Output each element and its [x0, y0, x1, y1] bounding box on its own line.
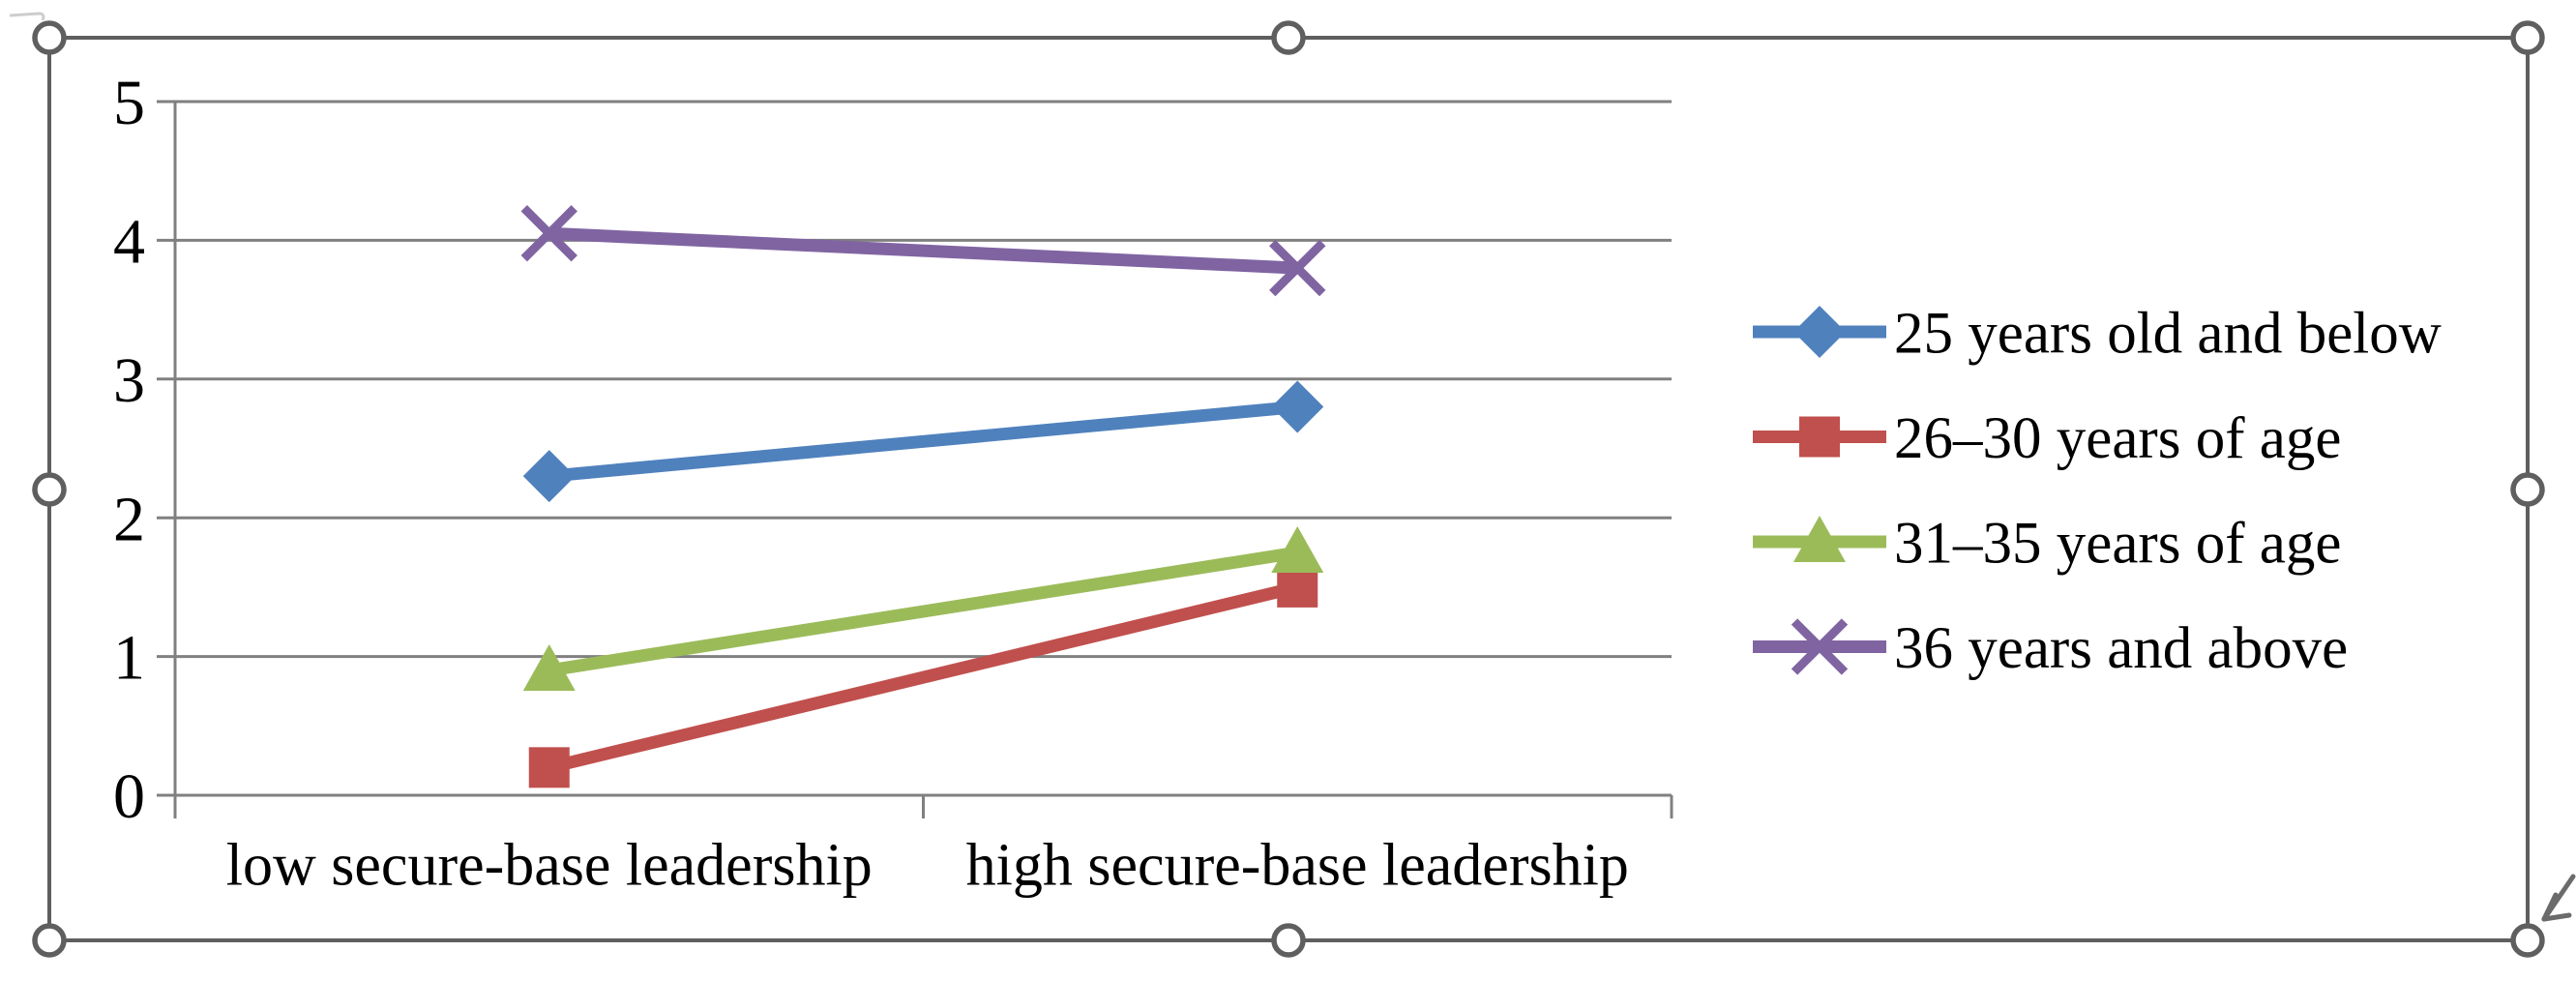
y-tick-label-5: 5	[113, 68, 145, 138]
legend-1-square-marker[interactable]	[1799, 416, 1840, 458]
legend-label-2[interactable]: 31–35 years of age	[1894, 511, 2341, 576]
series-1-square-marker[interactable]	[528, 747, 570, 788]
series-2-triangle-marker[interactable]	[522, 643, 576, 691]
series-3-x-marker[interactable]	[520, 205, 577, 262]
series-line-1[interactable]	[548, 580, 1299, 774]
y-tick-label-2: 2	[113, 484, 145, 554]
selection-handle-top-left[interactable]	[32, 20, 67, 55]
series-3-x-marker[interactable]	[1269, 239, 1326, 297]
selection-handle-middle-right[interactable]	[2510, 472, 2545, 507]
screen-artifact	[9, 12, 45, 21]
category-label-0: low secure-base leadership	[226, 833, 873, 899]
y-tick-label-1: 1	[113, 623, 145, 694]
legend-label-0[interactable]: 25 years old and below	[1894, 301, 2442, 366]
selection-handle-middle-left[interactable]	[32, 472, 67, 507]
series-line-0[interactable]	[548, 401, 1298, 483]
series-0-diamond-marker[interactable]	[522, 450, 576, 503]
category-label-1: high secure-base leadership	[966, 833, 1629, 899]
legend-0-diamond-marker[interactable]	[1793, 306, 1846, 358]
y-tick-label-3: 3	[113, 345, 145, 416]
y-tick-label-4: 4	[113, 207, 145, 278]
selection-handle-bottom-right[interactable]	[2510, 923, 2545, 958]
series-line-2[interactable]	[548, 546, 1299, 677]
selection-handle-bottom-center[interactable]	[1271, 923, 1306, 958]
selection-handle-top-right[interactable]	[2510, 20, 2545, 55]
legend-2-triangle-marker[interactable]	[1793, 516, 1846, 562]
mouse-cursor-arrow	[2541, 874, 2576, 922]
selection-handle-top-center[interactable]	[1271, 20, 1306, 55]
series-2-triangle-marker[interactable]	[1271, 526, 1324, 574]
legend-label-1[interactable]: 26–30 years of age	[1894, 406, 2341, 471]
series-0-diamond-marker[interactable]	[1271, 380, 1324, 433]
legend-label-3[interactable]: 36 years and above	[1894, 616, 2348, 681]
y-tick-label-0: 0	[113, 761, 145, 832]
selection-handle-bottom-left[interactable]	[32, 923, 67, 958]
series-line-3[interactable]	[548, 226, 1298, 275]
series-1-square-marker[interactable]	[1277, 566, 1318, 608]
legend-3-x-marker[interactable]	[1791, 618, 1849, 675]
